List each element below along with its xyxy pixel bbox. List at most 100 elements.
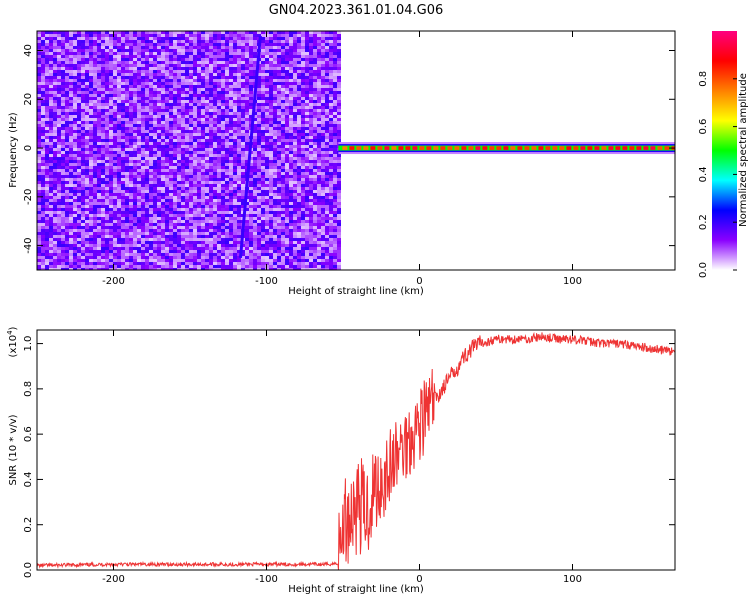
heatmap-cell <box>85 229 89 232</box>
heatmap-cell <box>165 214 169 217</box>
heatmap-cell <box>173 34 177 37</box>
heatmap-cell <box>273 241 277 244</box>
heatmap-cell <box>201 139 205 142</box>
heatmap-cell <box>221 91 225 94</box>
heatmap-cell <box>109 112 113 115</box>
heatmap-cell <box>121 34 125 37</box>
heatmap-cell <box>265 268 269 270</box>
heatmap-cell <box>137 76 141 79</box>
heatmap-cell <box>189 232 193 235</box>
heatmap-cell <box>229 64 233 67</box>
heatmap-cell <box>137 73 141 76</box>
heatmap-cell <box>77 58 81 61</box>
heatmap-cell <box>41 79 45 82</box>
heatmap-cell <box>205 73 209 76</box>
heatmap-cell <box>261 73 265 76</box>
heatmap-cell <box>77 181 81 184</box>
heatmap-cell <box>181 223 185 226</box>
heatmap-cell <box>233 97 237 100</box>
heatmap-cell <box>137 235 141 238</box>
heatmap-cell <box>205 181 209 184</box>
heatmap-cell <box>89 241 93 244</box>
heatmap-cell <box>93 139 97 142</box>
heatmap-cell <box>153 214 157 217</box>
heatmap-cell <box>133 172 137 175</box>
heatmap-cell <box>161 157 165 160</box>
heatmap-cell <box>205 109 209 112</box>
heatmap-cell <box>141 229 145 232</box>
heatmap-cell <box>205 241 209 244</box>
heatmap-cell <box>97 88 101 91</box>
heatmap-cell <box>285 73 289 76</box>
heatmap-cell <box>233 235 237 238</box>
heatmap-cell <box>45 253 49 256</box>
heatmap-cell <box>177 268 181 270</box>
heatmap-cell <box>213 262 217 265</box>
heatmap-cell <box>81 124 85 127</box>
heatmap-cell <box>189 58 193 61</box>
heatmap-cell <box>281 265 285 268</box>
heatmap-cell <box>201 253 205 256</box>
heatmap-cell <box>253 139 257 142</box>
heatmap-cell <box>261 121 265 124</box>
heatmap-cell <box>109 43 113 46</box>
heatmap-cell <box>81 247 85 250</box>
heatmap-cell <box>177 61 181 64</box>
heatmap-cell <box>253 184 257 187</box>
heatmap-cell <box>209 157 213 160</box>
heatmap-cell <box>45 55 49 58</box>
heatmap-cell <box>93 55 97 58</box>
heatmap-cell <box>157 130 161 133</box>
heatmap-cell <box>125 190 129 193</box>
heatmap-cell <box>249 259 253 262</box>
heatmap-cell <box>221 121 225 124</box>
heatmap-cell <box>205 46 209 49</box>
heatmap-cell <box>261 247 265 250</box>
heatmap-cell <box>241 34 245 37</box>
heatmap-cell <box>265 145 269 148</box>
heatmap-cell <box>261 250 265 253</box>
heatmap-cell <box>53 94 57 97</box>
heatmap-cell <box>273 124 277 127</box>
heatmap-cell <box>141 232 145 235</box>
heatmap-cell <box>57 145 61 148</box>
heatmap-cell <box>73 49 77 52</box>
heatmap-cell <box>269 79 273 82</box>
heatmap-cell <box>205 52 209 55</box>
heatmap-cell <box>89 112 93 115</box>
heatmap-cell <box>61 211 65 214</box>
heatmap-cell <box>57 82 61 85</box>
heatmap-cell <box>121 166 125 169</box>
heatmap-cell <box>45 100 49 103</box>
heatmap-cell <box>237 223 241 226</box>
heatmap-cell <box>97 112 101 115</box>
heatmap-cell <box>145 196 149 199</box>
heatmap-cell <box>157 64 161 67</box>
heatmap-cell <box>209 250 213 253</box>
heatmap-cell <box>213 73 217 76</box>
heatmap-cell <box>101 166 105 169</box>
heatmap-cell <box>161 205 165 208</box>
heatmap-cell <box>49 190 53 193</box>
heatmap-cell <box>41 223 45 226</box>
heatmap-cell <box>221 34 225 37</box>
heatmap-cell <box>121 226 125 229</box>
heatmap-cell <box>229 97 233 100</box>
heatmap-cell <box>53 253 57 256</box>
heatmap-cell <box>65 178 69 181</box>
heatmap-cell <box>209 31 213 34</box>
heatmap-cell <box>173 31 177 34</box>
heatmap-cell <box>181 196 185 199</box>
heatmap-cell <box>245 73 249 76</box>
heatmap-cell <box>273 118 277 121</box>
heatmap-cell <box>177 208 181 211</box>
heatmap-cell <box>193 193 197 196</box>
heatmap-cell <box>177 91 181 94</box>
heatmap-cell <box>201 193 205 196</box>
heatmap-cell <box>81 91 85 94</box>
heatmap-cell <box>129 226 133 229</box>
heatmap-cell <box>141 154 145 157</box>
heatmap-cell <box>261 217 265 220</box>
heatmap-cell <box>261 175 265 178</box>
heatmap-cell <box>281 55 285 58</box>
